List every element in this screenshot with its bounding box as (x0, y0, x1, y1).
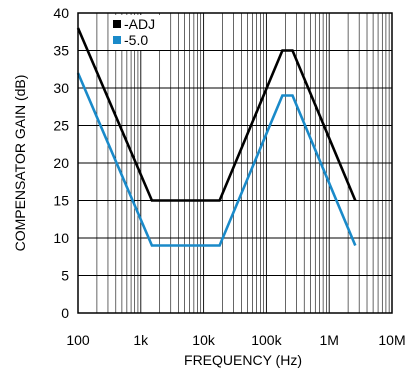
y-axis-label: COMPENSATOR GAIN (dB) (12, 75, 28, 252)
x-tick-label: 100k (251, 332, 282, 348)
y-tick-label: 25 (53, 118, 69, 134)
legend-label: -ADJ (124, 16, 155, 32)
series-lines (76, 27, 357, 247)
legend-swatch (113, 36, 121, 44)
x-axis-label: FREQUENCY (Hz) (184, 352, 302, 368)
x-tick-label: 10k (192, 332, 216, 348)
legend-swatch (113, 20, 121, 28)
plot-frame (77, 12, 393, 314)
x-tick-label: 1M (319, 332, 338, 348)
x-tick-label: 1k (133, 332, 149, 348)
y-tick-label: 35 (53, 43, 69, 59)
x-tick-label: 100 (66, 332, 90, 348)
y-tick-label: 5 (61, 268, 69, 284)
grid (77, 12, 392, 314)
y-tick-label: 15 (53, 193, 69, 209)
legend: -ADJ-5.0 (110, 15, 162, 50)
y-tick-label: 0 (61, 305, 69, 321)
x-tick-label: 10M (378, 332, 405, 348)
tick-labels: 0 5 10 15 20 25 30 35 40 100 1k 10k 100k 1M 10M (53, 5, 405, 348)
series-line-five-volt (76, 72, 357, 247)
series-line-adj (76, 27, 357, 202)
y-tick-label: 40 (53, 5, 69, 21)
y-tick-label: 10 (53, 230, 69, 246)
legend-label: -5.0 (124, 32, 148, 48)
y-tick-label: 20 (53, 155, 69, 171)
y-tick-label: 30 (53, 80, 69, 96)
